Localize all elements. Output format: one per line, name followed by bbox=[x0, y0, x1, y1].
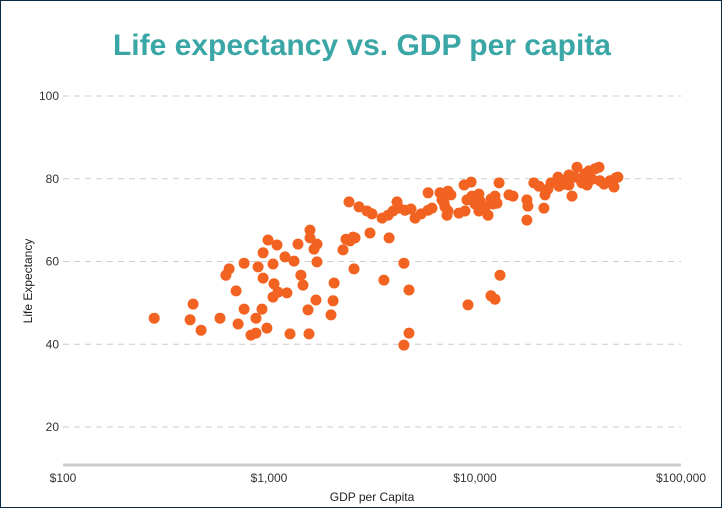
data-point[interactable] bbox=[343, 196, 355, 208]
data-point[interactable] bbox=[223, 263, 235, 275]
data-point[interactable] bbox=[238, 303, 250, 315]
data-point[interactable] bbox=[297, 279, 309, 291]
data-point[interactable] bbox=[482, 209, 494, 221]
data-point[interactable] bbox=[462, 299, 474, 311]
data-point[interactable] bbox=[295, 269, 307, 281]
data-point[interactable] bbox=[302, 304, 314, 316]
data-point[interactable] bbox=[271, 239, 283, 251]
data-point[interactable] bbox=[195, 324, 207, 336]
data-point[interactable] bbox=[608, 181, 620, 193]
data-point[interactable] bbox=[232, 318, 244, 330]
data-point[interactable] bbox=[507, 190, 519, 202]
data-point[interactable] bbox=[403, 327, 415, 339]
data-point[interactable] bbox=[348, 263, 360, 275]
y-tick-label: 40 bbox=[46, 337, 60, 351]
x-tick-label: $100 bbox=[50, 471, 77, 485]
chart-title: Life expectancy vs. GDP per capita bbox=[113, 29, 611, 62]
data-point[interactable] bbox=[327, 295, 339, 307]
data-point[interactable] bbox=[405, 203, 417, 215]
data-point[interactable] bbox=[328, 277, 340, 289]
data-point[interactable] bbox=[268, 278, 280, 290]
data-point[interactable] bbox=[593, 161, 605, 173]
data-point[interactable] bbox=[187, 298, 199, 310]
data-point[interactable] bbox=[252, 261, 264, 273]
data-point[interactable] bbox=[256, 303, 268, 315]
y-tick-label: 60 bbox=[46, 255, 60, 269]
y-tick-label: 100 bbox=[39, 89, 59, 103]
data-point[interactable] bbox=[311, 256, 323, 268]
data-point[interactable] bbox=[422, 187, 434, 199]
data-point[interactable] bbox=[612, 171, 624, 183]
data-point[interactable] bbox=[303, 328, 315, 340]
data-point[interactable] bbox=[493, 177, 505, 189]
x-tick-label: $100,000 bbox=[656, 471, 706, 485]
data-point[interactable] bbox=[230, 285, 242, 297]
data-point[interactable] bbox=[442, 205, 454, 217]
data-point[interactable] bbox=[566, 190, 578, 202]
data-point[interactable] bbox=[262, 234, 274, 246]
data-point[interactable] bbox=[579, 168, 591, 180]
x-axis-label: GDP per Capita bbox=[330, 490, 415, 504]
data-point[interactable] bbox=[347, 231, 359, 243]
data-point[interactable] bbox=[366, 208, 378, 220]
data-point[interactable] bbox=[250, 327, 262, 339]
data-point[interactable] bbox=[267, 291, 279, 303]
x-tick-label: $10,000 bbox=[453, 471, 497, 485]
data-point[interactable] bbox=[284, 328, 296, 340]
data-points bbox=[148, 161, 624, 351]
data-point[interactable] bbox=[238, 257, 250, 269]
data-point[interactable] bbox=[325, 309, 337, 321]
data-point[interactable] bbox=[491, 197, 503, 209]
data-point[interactable] bbox=[538, 202, 550, 214]
data-point[interactable] bbox=[184, 314, 196, 326]
data-point[interactable] bbox=[281, 287, 293, 299]
data-point[interactable] bbox=[533, 180, 545, 192]
data-point[interactable] bbox=[304, 224, 316, 236]
data-point[interactable] bbox=[453, 207, 465, 219]
data-point[interactable] bbox=[250, 312, 262, 324]
data-point[interactable] bbox=[521, 214, 533, 226]
data-point[interactable] bbox=[257, 247, 269, 259]
data-point[interactable] bbox=[337, 244, 349, 256]
data-point[interactable] bbox=[398, 339, 410, 351]
data-point[interactable] bbox=[489, 293, 501, 305]
data-point[interactable] bbox=[214, 312, 226, 324]
data-point[interactable] bbox=[257, 272, 269, 284]
data-point[interactable] bbox=[426, 202, 438, 214]
data-point[interactable] bbox=[261, 322, 273, 334]
y-axis-ticks: 20 40 60 80 100 bbox=[39, 89, 59, 434]
data-point[interactable] bbox=[292, 238, 304, 250]
data-point[interactable] bbox=[310, 294, 322, 306]
y-axis-label: Life Expectancy bbox=[21, 239, 35, 324]
y-tick-label: 20 bbox=[46, 420, 60, 434]
data-point[interactable] bbox=[494, 269, 506, 281]
gridlines bbox=[63, 95, 681, 428]
data-point[interactable] bbox=[364, 227, 376, 239]
data-point[interactable] bbox=[308, 243, 320, 255]
data-point[interactable] bbox=[403, 284, 415, 296]
data-point[interactable] bbox=[558, 178, 570, 190]
data-point[interactable] bbox=[383, 232, 395, 244]
data-point[interactable] bbox=[267, 258, 279, 270]
data-point[interactable] bbox=[445, 189, 457, 201]
data-point[interactable] bbox=[398, 257, 410, 269]
data-point[interactable] bbox=[148, 312, 160, 324]
data-point[interactable] bbox=[288, 255, 300, 267]
x-axis-ticks: $100 $1,000 $10,000 $100,000 bbox=[50, 471, 707, 485]
x-tick-label: $1,000 bbox=[251, 471, 288, 485]
data-point[interactable] bbox=[465, 176, 477, 188]
data-point[interactable] bbox=[522, 200, 534, 212]
data-point[interactable] bbox=[571, 161, 583, 173]
y-tick-label: 80 bbox=[46, 172, 60, 186]
data-point[interactable] bbox=[279, 251, 291, 263]
data-point[interactable] bbox=[378, 274, 390, 286]
